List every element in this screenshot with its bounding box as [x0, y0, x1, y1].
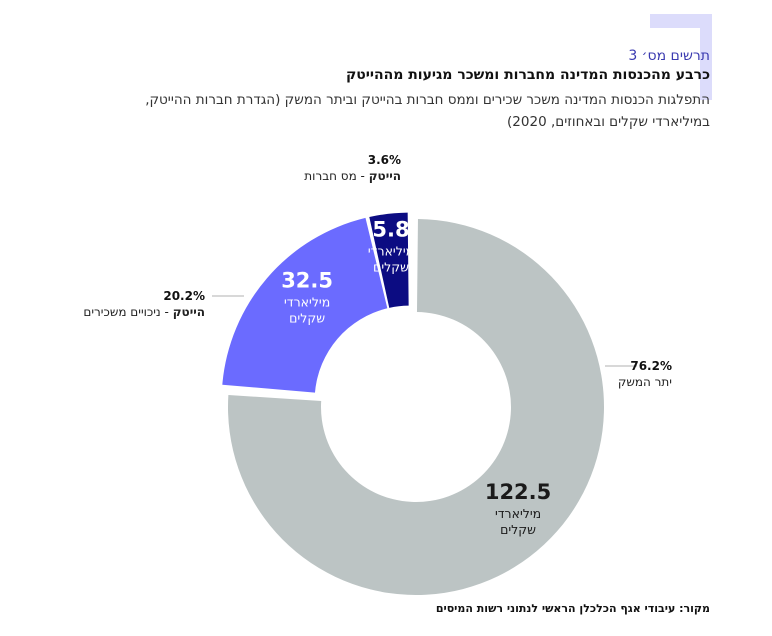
unit-label-tax-1: מיליארדי [368, 244, 414, 259]
source-note: מקור: עיבודי אגף הכלכלן הראשי לנתוני רשו… [435, 602, 710, 615]
data-label-tax: 5.8 [372, 218, 409, 242]
pct-label-tax: 3.6% [368, 153, 401, 167]
category-label-wages: הייטק - ניכויים משכירים [83, 305, 205, 319]
slice-tax [369, 212, 409, 308]
category-label-tax: הייטק - מס חברות [304, 169, 401, 183]
pct-label-wages: 20.2% [163, 289, 205, 303]
slice-labels: 122.5מיליארדישקלים32.5מיליארדישקלים5.8מי… [83, 153, 672, 537]
chart-subtitle-line-2: במיליארדי שקלים ובאחוזים, 2020) [507, 114, 710, 130]
chart-title: כרבע מהכנסות המדינה מחברות ומשכר מגיעות … [345, 67, 710, 83]
figure-number: תרשים מס׳ 3 [628, 48, 710, 64]
unit-label-rest-1: מיליארדי [495, 506, 541, 521]
slice-rest [227, 219, 604, 595]
unit-label-wages-2: שקלים [289, 311, 325, 326]
donut-slices [222, 212, 604, 595]
unit-label-wages-1: מיליארדי [284, 295, 330, 310]
category-label-rest: יתר המשק [618, 375, 672, 389]
data-label-wages: 32.5 [281, 269, 333, 293]
pct-label-rest: 76.2% [630, 359, 672, 373]
unit-label-rest-2: שקלים [500, 522, 536, 537]
data-label-rest: 122.5 [485, 480, 551, 504]
chart-subtitle-line-1: התפלגות הכנסות המדינה משכר שכירים וממס ח… [145, 92, 710, 108]
slice-wages [222, 217, 388, 393]
unit-label-tax-2: שקלים [373, 260, 409, 275]
